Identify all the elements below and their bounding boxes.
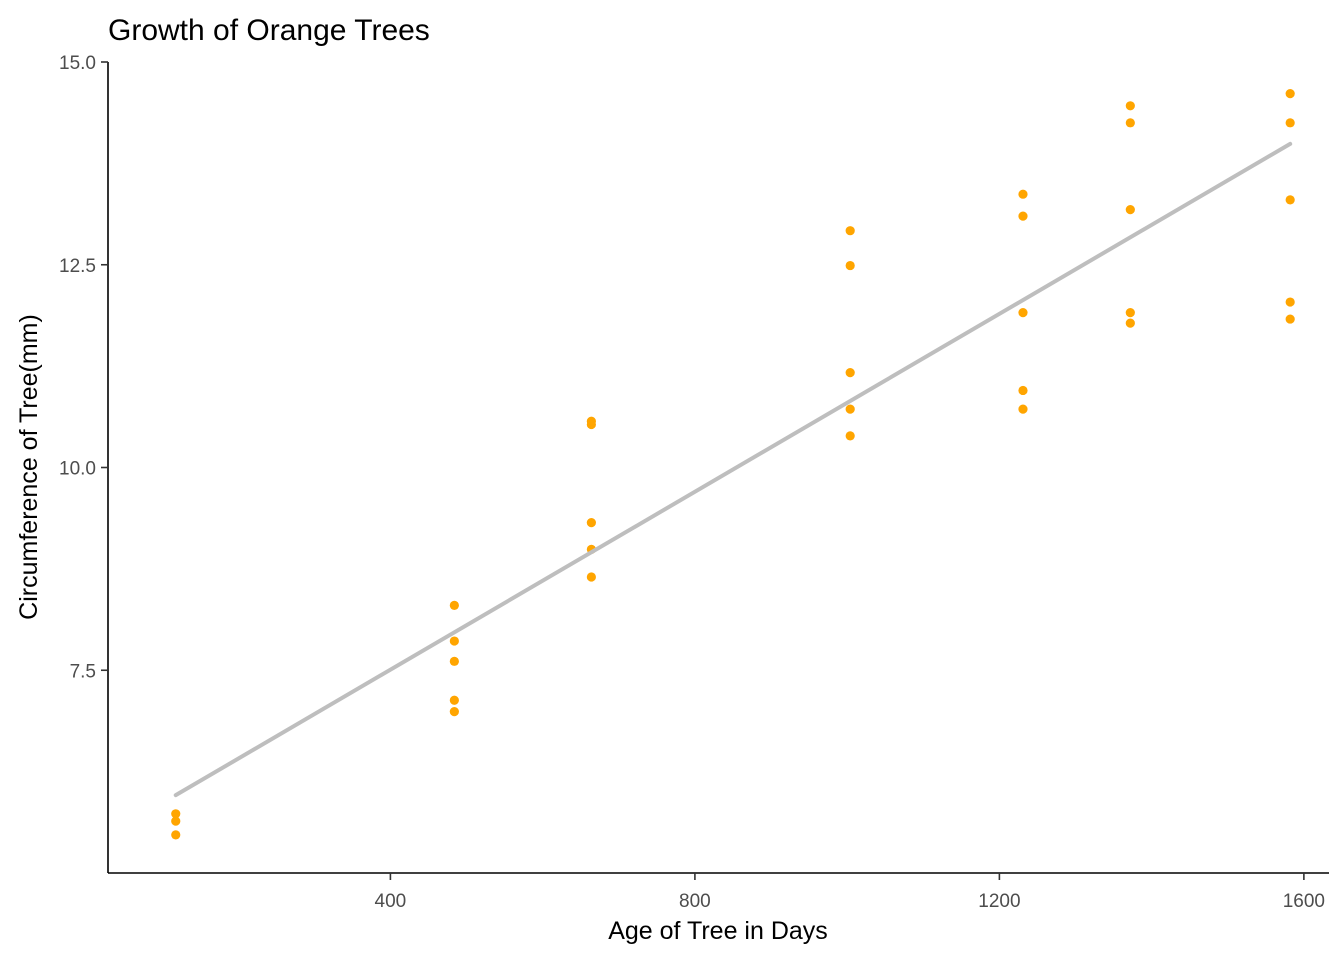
data-point: [1285, 118, 1295, 128]
data-point: [1285, 314, 1295, 324]
data-point: [586, 572, 596, 582]
x-tick-label: 400: [375, 891, 407, 912]
data-point: [1125, 318, 1135, 328]
data-point: [1125, 307, 1135, 318]
data-point: [171, 816, 181, 826]
trend-line: [173, 141, 1293, 798]
data-point: [1018, 385, 1028, 396]
data-point: [1018, 404, 1028, 414]
y-axis-title: Circumference of Tree(mm): [15, 314, 43, 620]
y-tick-label: 12.5: [59, 256, 96, 277]
data-point: [171, 809, 181, 819]
data-point: [1018, 307, 1028, 318]
y-tick-label: 15.0: [59, 53, 96, 74]
y-tick-label: 7.5: [70, 661, 96, 682]
data-point: [1018, 189, 1028, 199]
data-point: [1125, 101, 1135, 111]
data-point: [171, 830, 181, 840]
y-tick-label: 10.0: [59, 459, 96, 480]
data-point: [449, 656, 459, 666]
y-axis-ticks: 7.5 10.0 12.5 15.0: [59, 53, 108, 682]
x-tick-label: 1200: [978, 891, 1020, 912]
x-tick-label: 800: [679, 891, 711, 912]
data-point: [1285, 195, 1295, 205]
x-axis-ticks: 400 800 1200 1600: [375, 873, 1325, 912]
data-point: [845, 226, 855, 236]
data-point: [845, 260, 855, 271]
data-point: [1125, 118, 1135, 128]
plot-area: [171, 89, 1295, 840]
x-axis-title: Age of Tree in Days: [608, 917, 828, 945]
data-point: [1285, 297, 1295, 307]
chart-title: Growth of Orange Trees: [108, 14, 430, 47]
data-point: [449, 707, 459, 717]
data-point: [1018, 211, 1028, 221]
data-point: [1125, 205, 1135, 215]
data-point: [845, 368, 855, 378]
data-point: [845, 431, 855, 441]
data-point: [586, 518, 596, 528]
x-tick-label: 1600: [1283, 891, 1325, 912]
data-point: [449, 695, 459, 705]
data-point: [586, 419, 596, 430]
data-point: [1285, 89, 1295, 99]
data-point: [845, 404, 855, 414]
data-point: [449, 600, 459, 610]
data-point: [449, 636, 459, 646]
